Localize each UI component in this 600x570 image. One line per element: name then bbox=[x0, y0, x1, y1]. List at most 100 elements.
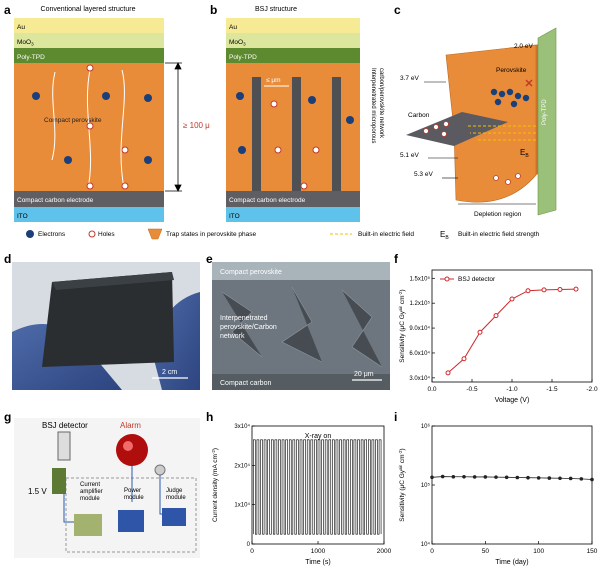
y-tick-label-i: 10⁵ bbox=[421, 482, 431, 489]
sem-e: Compact perovskite Interpenetrated perovs… bbox=[212, 262, 390, 390]
x-tick-label-h: 2000 bbox=[377, 548, 392, 555]
x-tick-label-h: 0 bbox=[250, 548, 254, 555]
data-point-f bbox=[477, 329, 483, 335]
data-point-f bbox=[509, 296, 515, 302]
polytpd-label-c: Poly-TPD bbox=[542, 99, 548, 125]
scale-label-e: 20 μm bbox=[354, 371, 374, 378]
panel-b-diagram: BSJ structure Au MoO3 Poly-TPD Compact c… bbox=[226, 6, 384, 222]
judge-label: Judge module bbox=[166, 488, 186, 501]
perovskite-label-a: Compact perovskite bbox=[44, 117, 102, 124]
holes-c bbox=[423, 121, 521, 185]
panel-label-a: a bbox=[4, 3, 11, 17]
holes-b bbox=[270, 100, 320, 190]
x-tick-label-f: 0.0 bbox=[427, 386, 436, 393]
layer-carbon-a bbox=[14, 191, 164, 207]
y-tick-label-i: 10⁶ bbox=[421, 423, 431, 430]
chart-h: 0 1000 2000 0 1x10⁴ 2x10⁴ 3x10⁴ Time (s) Current… bbox=[211, 423, 392, 566]
legend-eb: Built-in electric field strength bbox=[458, 231, 540, 238]
panel-label-b: b bbox=[210, 3, 218, 17]
panel-label-i: i bbox=[394, 410, 398, 424]
battery bbox=[52, 468, 66, 494]
x-tick-label-h: 1000 bbox=[311, 548, 326, 555]
panel-label-e: e bbox=[206, 252, 213, 266]
carbon-sheet-c bbox=[406, 112, 508, 146]
gap-label-b: ≤ μm bbox=[266, 77, 281, 84]
energy-3.7eV: 3.7 eV bbox=[400, 75, 419, 82]
data-point-i bbox=[590, 477, 594, 482]
panel-c-diagram: Poly-TPD Carbon Perovskite 2.0 eV 3.7 eV… bbox=[400, 27, 557, 218]
legend-trap-marker bbox=[147, 228, 163, 240]
y-tick-label-h: 2x10⁴ bbox=[234, 462, 250, 469]
chart-f: 0.0 -0.5 -1.0 -1.5 -2.0 3.0x10⁴ 6.0x10⁴ 9.0x10⁴… bbox=[398, 269, 598, 404]
field-arrows-c bbox=[466, 125, 536, 141]
series-line-f bbox=[447, 288, 577, 374]
layer-moo3-label-b: MoO3 bbox=[229, 39, 246, 47]
data-point-i bbox=[547, 476, 552, 480]
x-tick-label-f: -1.0 bbox=[506, 386, 518, 393]
carrier-paths-a bbox=[51, 69, 125, 189]
x-tick-label-i: 150 bbox=[587, 548, 598, 555]
data-point-i bbox=[558, 476, 562, 481]
svg-text:Interpenetrated microporous: Interpenetrated microporous bbox=[370, 68, 376, 143]
layer-au-label-a: Au bbox=[17, 24, 25, 31]
power-module bbox=[118, 510, 144, 532]
legend-row: Electrons Holes Trap states in perovskit… bbox=[26, 228, 540, 241]
layer-au-label-b: Au bbox=[229, 24, 237, 31]
y-axis-label-h: Current density (mA cm-2) bbox=[211, 448, 219, 522]
x-axis-label-i: Time (day) bbox=[495, 559, 528, 566]
sem-bottom-label: Compact carbon bbox=[220, 380, 271, 387]
data-point-i bbox=[440, 474, 445, 479]
sem-top-label: Compact perovskite bbox=[220, 269, 282, 276]
panel-a-title: Conventional layered structure bbox=[41, 6, 136, 13]
x-tick-label-i: 0 bbox=[430, 548, 434, 555]
legend-eb-symbol: EB bbox=[440, 230, 449, 241]
title-h: X-ray on bbox=[305, 433, 332, 440]
y-tick-label-f: 6.0x10⁴ bbox=[409, 350, 430, 357]
scale-label-d: 2 cm bbox=[162, 369, 177, 376]
power-label: Power module bbox=[124, 488, 144, 501]
amplifier-module bbox=[74, 514, 102, 536]
energy-2eV: 2.0 eV bbox=[514, 43, 533, 50]
data-point-i bbox=[536, 476, 541, 480]
layer-carbon-b bbox=[226, 191, 360, 207]
data-point-f bbox=[573, 286, 579, 292]
panel-label-c: c bbox=[394, 3, 401, 17]
thickness-arrow-a bbox=[165, 62, 182, 192]
layer-polytpd-label-b: Poly-TPD bbox=[229, 54, 257, 61]
panel-label-g: g bbox=[4, 410, 12, 424]
judge-module bbox=[162, 508, 186, 526]
data-point-f bbox=[493, 313, 499, 319]
y-tick-label-i: 10⁴ bbox=[421, 541, 431, 548]
y-tick-label-f: 3.0x10⁴ bbox=[409, 375, 430, 382]
y-axis-label-f: Sensitivity (μC Gyair cm-2) bbox=[398, 289, 406, 362]
data-point-i bbox=[462, 474, 466, 479]
photo-d: 2 cm bbox=[12, 262, 200, 390]
y-tick-label-h: 3x10⁴ bbox=[234, 423, 250, 430]
legend-electron-marker bbox=[26, 230, 34, 238]
sem-middle-label: Interpenetrated perovskite/Carbon network bbox=[220, 315, 277, 340]
data-point-i bbox=[504, 475, 509, 480]
holes-a bbox=[86, 64, 129, 190]
network-label-b: Interpenetrated microporous carbon/perov… bbox=[370, 68, 384, 143]
layer-ito-b bbox=[226, 207, 360, 222]
layer-moo3-a bbox=[14, 33, 164, 48]
pulse-series-h bbox=[253, 439, 382, 535]
x-tick-label-i: 50 bbox=[482, 548, 490, 555]
perovskite-label-c: Perovskite bbox=[496, 67, 527, 74]
panel-b-title: BSJ structure bbox=[255, 6, 297, 13]
x-tick-label-f: -2.0 bbox=[586, 386, 598, 393]
energy-5.1eV: 5.1 eV bbox=[400, 152, 419, 159]
layer-polytpd-b bbox=[226, 48, 360, 63]
electrons-c bbox=[490, 88, 530, 108]
data-point-i bbox=[451, 474, 456, 479]
layer-polytpd-a bbox=[14, 48, 164, 63]
data-point-i bbox=[526, 475, 530, 480]
layer-moo3-b bbox=[226, 33, 360, 48]
data-point-i bbox=[430, 475, 434, 480]
data-point-i bbox=[494, 475, 498, 479]
photo-g: 1.5 V BSJ detector Alarm Current amplifie… bbox=[14, 418, 200, 558]
panel-a-diagram: Conventional layered structure Au MoO3 P… bbox=[14, 6, 210, 222]
detector-device bbox=[57, 431, 71, 461]
alarm-label: Alarm bbox=[120, 421, 141, 430]
legend-hole-marker bbox=[88, 230, 96, 238]
